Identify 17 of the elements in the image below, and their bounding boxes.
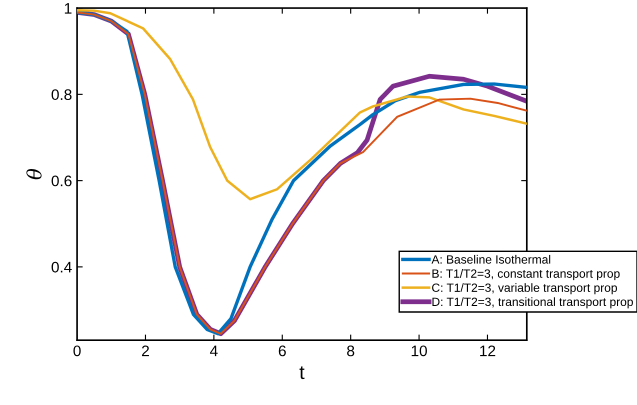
x-axis-title: t <box>300 366 304 380</box>
y-tick-label: 0.4 <box>52 262 72 273</box>
legend-label: B: T1/T2=3, constant transport prop <box>432 269 620 280</box>
legend-label: D: T1/T2=3, transitional transport prop <box>432 297 633 308</box>
x-tick-label: 2 <box>142 345 149 356</box>
y-axis-title: θ <box>26 169 42 180</box>
x-tick-label: 4 <box>210 346 218 356</box>
x-tick-label: 8 <box>347 345 354 356</box>
legend-label: A: Baseline Isothermal <box>432 254 550 264</box>
y-tick-label: 0.8 <box>52 89 72 100</box>
y-tick-label: 0.6 <box>52 175 72 186</box>
x-tick-label: 6 <box>278 345 286 356</box>
x-tick-label: 12 <box>480 345 496 356</box>
x-tick-label: 0 <box>73 345 81 356</box>
legend-label: C: T1/T2=3, variable transport prop <box>432 283 617 294</box>
x-tick-label: 10 <box>412 345 427 356</box>
y-tick-label: 1 <box>64 3 72 14</box>
